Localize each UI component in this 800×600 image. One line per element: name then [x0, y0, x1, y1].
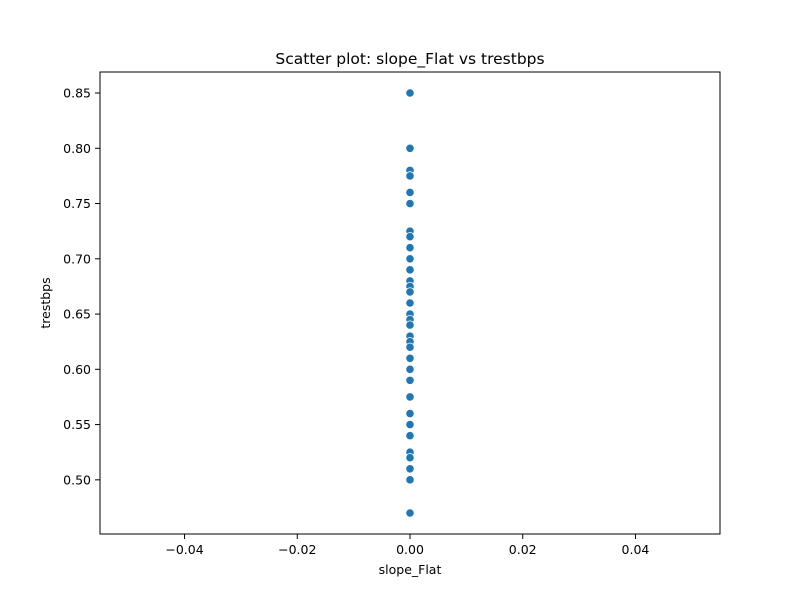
y-tick-label: 0.65 [63, 307, 91, 322]
data-point [405, 464, 415, 474]
x-tick-label: −0.04 [165, 542, 203, 557]
data-point [405, 265, 415, 275]
x-tick-label: 0.02 [509, 542, 537, 557]
data-point [405, 243, 415, 253]
data-point [405, 198, 415, 209]
data-point [405, 419, 415, 430]
y-tick-label: 0.55 [63, 417, 91, 432]
x-tick-label: 0.00 [396, 542, 424, 557]
x-axis-label: slope_Flat [379, 562, 442, 577]
x-tick-label: 0.04 [622, 542, 650, 557]
data-point [405, 475, 415, 485]
y-tick-label: 0.50 [63, 472, 91, 487]
y-axis-ticks: 0.50 0.55 0.60 0.65 0.70 0.75 0.80 0.85 [63, 86, 100, 487]
chart-title: Scatter plot: slope_Flat vs trestbps [275, 50, 544, 69]
data-point [405, 143, 415, 153]
data-point [405, 232, 415, 242]
y-axis-label: trestbps [38, 277, 53, 328]
data-point [405, 287, 415, 297]
data-point [405, 392, 415, 402]
y-tick-label: 0.75 [63, 196, 91, 211]
data-point [405, 298, 415, 308]
data-point [405, 453, 415, 463]
data-point [405, 88, 415, 98]
data-point [405, 408, 415, 419]
data-point [405, 171, 415, 181]
plot-area-frame [99, 71, 721, 535]
data-point [405, 187, 415, 198]
x-axis-ticks: −0.04 −0.02 0.00 0.02 0.04 [165, 534, 649, 557]
data-points [405, 88, 415, 518]
x-tick-label: −0.02 [278, 542, 316, 557]
data-point [405, 431, 415, 441]
y-tick-label: 0.80 [63, 141, 91, 156]
data-point [405, 342, 415, 352]
data-point [405, 320, 415, 330]
y-tick-label: 0.85 [63, 86, 91, 101]
y-tick-label: 0.70 [63, 251, 91, 266]
data-point [405, 375, 415, 385]
data-point [405, 508, 415, 518]
data-point [405, 254, 415, 264]
y-tick-label: 0.60 [63, 362, 91, 377]
data-point [405, 364, 415, 374]
data-point [405, 353, 415, 363]
